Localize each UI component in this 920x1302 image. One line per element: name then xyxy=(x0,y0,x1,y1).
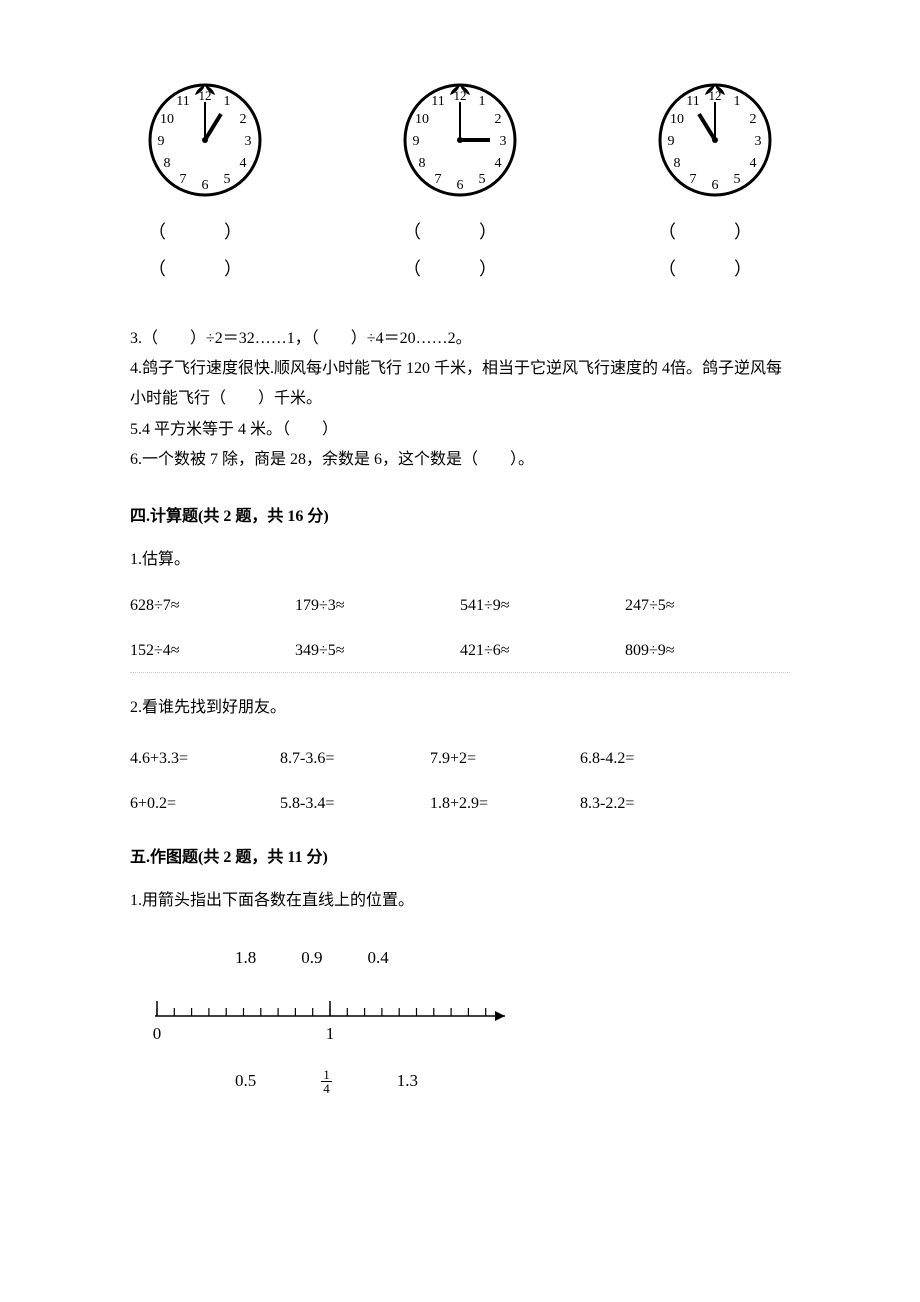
top-number: 0.9 xyxy=(301,944,322,971)
section5-q1-label: 1.用箭头指出下面各数在直线上的位置。 xyxy=(130,888,790,914)
dotted-line xyxy=(130,672,790,673)
svg-text:3: 3 xyxy=(245,134,252,149)
svg-text:6: 6 xyxy=(712,178,719,193)
calc-cell: 8.7-3.6= xyxy=(280,746,430,772)
svg-text:7: 7 xyxy=(435,172,442,187)
svg-text:8: 8 xyxy=(674,156,681,171)
clock-3: 12 1 2 3 4 5 6 7 8 9 10 11 xyxy=(655,80,775,200)
bottom-number: 0.5 xyxy=(235,1067,256,1096)
calc-cell: 541÷9≈ xyxy=(460,593,625,619)
question-3: 3.（ ）÷2＝32……1，（ ）÷4＝20……2。 xyxy=(130,324,790,354)
fraction-numerator: 1 xyxy=(321,1068,332,1082)
svg-text:4: 4 xyxy=(750,156,757,171)
section4-q1-label: 1.估算。 xyxy=(130,547,790,573)
fill-questions: 3.（ ）÷2＝32……1，（ ）÷4＝20……2。 4.鸽子飞行速度很快.顺风… xyxy=(130,324,790,476)
clock-group-3: 12 1 2 3 4 5 6 7 8 9 10 11 （ ） （ ） xyxy=(640,80,790,284)
clock-1-paren-1: （ ） xyxy=(148,218,262,247)
svg-text:3: 3 xyxy=(755,134,762,149)
axis-label-0: 0 xyxy=(153,1024,162,1043)
clock-2-paren-2: （ ） xyxy=(403,255,517,284)
calc-cell: 7.9+2= xyxy=(430,746,580,772)
calc-cell: 809÷9≈ xyxy=(625,638,790,664)
calc-row-4: 6+0.2= 5.8-3.4= 1.8+2.9= 8.3-2.2= xyxy=(130,791,790,817)
section4-q2-label: 2.看谁先找到好朋友。 xyxy=(130,695,790,721)
clock-group-1: 12 1 2 3 4 5 6 7 8 9 10 11 （ ） （ ） xyxy=(130,80,280,284)
question-6: 6.一个数被 7 除，商是 28，余数是 6，这个数是（ ）。 xyxy=(130,445,790,475)
section-5-title: 五.作图题(共 2 题，共 11 分) xyxy=(130,845,790,871)
calc-cell: 8.3-2.2= xyxy=(580,791,730,817)
svg-text:9: 9 xyxy=(668,134,675,149)
svg-text:11: 11 xyxy=(176,94,189,109)
svg-text:8: 8 xyxy=(164,156,171,171)
svg-text:2: 2 xyxy=(750,112,757,127)
calc-cell: 152÷4≈ xyxy=(130,638,295,664)
calc-row-1: 628÷7≈ 179÷3≈ 541÷9≈ 247÷5≈ xyxy=(130,593,790,619)
top-numbers: 1.8 0.9 0.4 xyxy=(235,944,790,971)
calc-cell: 4.6+3.3= xyxy=(130,746,280,772)
svg-text:8: 8 xyxy=(419,156,426,171)
calc-cell: 247÷5≈ xyxy=(625,593,790,619)
axis-label-1: 1 xyxy=(326,1024,335,1043)
clock-3-paren-2: （ ） xyxy=(658,255,772,284)
svg-text:9: 9 xyxy=(413,134,420,149)
svg-text:11: 11 xyxy=(686,94,699,109)
calc-cell: 628÷7≈ xyxy=(130,593,295,619)
svg-text:5: 5 xyxy=(479,172,486,187)
section-4-title: 四.计算题(共 2 题，共 16 分) xyxy=(130,504,790,530)
calc-cell: 1.8+2.9= xyxy=(430,791,580,817)
svg-text:4: 4 xyxy=(240,156,247,171)
top-number: 0.4 xyxy=(368,944,389,971)
svg-text:12: 12 xyxy=(199,88,212,103)
svg-text:10: 10 xyxy=(160,112,174,127)
svg-text:6: 6 xyxy=(457,178,464,193)
bottom-number: 1.3 xyxy=(397,1067,418,1096)
fraction-denominator: 4 xyxy=(321,1082,332,1095)
svg-text:4: 4 xyxy=(495,156,502,171)
svg-text:5: 5 xyxy=(224,172,231,187)
svg-text:12: 12 xyxy=(709,88,722,103)
calc-cell: 421÷6≈ xyxy=(460,638,625,664)
calc-cell: 5.8-3.4= xyxy=(280,791,430,817)
calc-cell: 6.8-4.2= xyxy=(580,746,730,772)
calc-cell: 6+0.2= xyxy=(130,791,280,817)
question-4: 4.鸽子飞行速度很快.顺风每小时能飞行 120 千米，相当于它逆风飞行速度的 4… xyxy=(130,354,790,415)
top-number: 1.8 xyxy=(235,944,256,971)
clock-2: 12 1 2 3 4 5 6 7 8 9 10 11 xyxy=(400,80,520,200)
clock-2-paren-1: （ ） xyxy=(403,218,517,247)
svg-text:6: 6 xyxy=(202,178,209,193)
calc-row-3: 4.6+3.3= 8.7-3.6= 7.9+2= 6.8-4.2= xyxy=(130,746,790,772)
number-line: 0 1 xyxy=(145,991,525,1046)
svg-text:1: 1 xyxy=(734,94,741,109)
svg-text:5: 5 xyxy=(734,172,741,187)
clocks-row: 12 1 2 3 4 5 6 7 8 9 10 11 （ ） （ ） xyxy=(130,80,790,284)
svg-text:7: 7 xyxy=(690,172,697,187)
svg-text:10: 10 xyxy=(415,112,429,127)
number-line-section: 1.8 0.9 0.4 0 1 0.5 1 4 1.3 xyxy=(130,944,790,1095)
clock-1-paren-2: （ ） xyxy=(148,255,262,284)
calc-cell: 179÷3≈ xyxy=(295,593,460,619)
clock-group-2: 12 1 2 3 4 5 6 7 8 9 10 11 （ ） （ ） xyxy=(385,80,535,284)
svg-text:3: 3 xyxy=(500,134,507,149)
calc-cell: 349÷5≈ xyxy=(295,638,460,664)
clock-3-paren-1: （ ） xyxy=(658,218,772,247)
svg-text:1: 1 xyxy=(479,94,486,109)
svg-text:1: 1 xyxy=(224,94,231,109)
clock-1: 12 1 2 3 4 5 6 7 8 9 10 11 xyxy=(145,80,265,200)
question-5: 5.4 平方米等于 4 米。（ ） xyxy=(130,415,790,445)
svg-text:12: 12 xyxy=(454,88,467,103)
svg-text:10: 10 xyxy=(670,112,684,127)
bottom-numbers: 0.5 1 4 1.3 xyxy=(235,1067,790,1096)
svg-text:9: 9 xyxy=(158,134,165,149)
calc-row-2: 152÷4≈ 349÷5≈ 421÷6≈ 809÷9≈ xyxy=(130,638,790,664)
svg-text:2: 2 xyxy=(495,112,502,127)
svg-text:7: 7 xyxy=(180,172,187,187)
svg-text:2: 2 xyxy=(240,112,247,127)
bottom-fraction: 1 4 xyxy=(321,1067,332,1096)
svg-text:11: 11 xyxy=(431,94,444,109)
